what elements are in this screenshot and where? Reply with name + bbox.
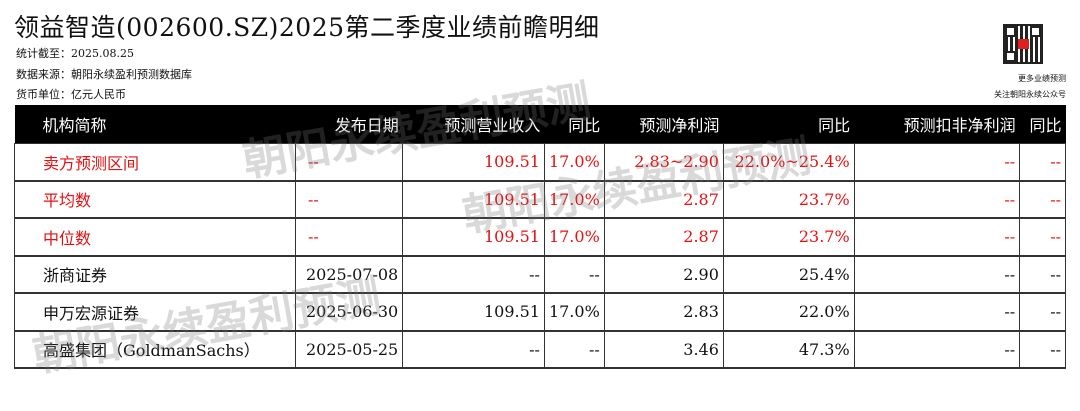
table-cell: 17.0%: [543, 180, 605, 219]
table-cell: --: [1019, 330, 1066, 369]
qr-caption-2: 关注朝阳永续公众号: [994, 90, 1066, 99]
table-cell: 2.90: [603, 255, 724, 294]
table-cell: 2025-07-08: [294, 255, 404, 294]
col-revenue-yoy: 同比: [544, 105, 605, 143]
table-cell: 高盛集团（GoldmanSachs）: [14, 330, 296, 369]
table-cell: --: [294, 142, 404, 182]
table-cell: 卖方预测区间: [14, 142, 296, 182]
table-cell: 25.4%: [722, 255, 855, 294]
table-cell: 17.0%: [543, 292, 605, 332]
table-cell: 109.51: [402, 292, 545, 332]
stat-date: 统计截至：2025.08.25: [16, 47, 134, 60]
table-cell: 平均数: [14, 180, 296, 219]
table-cell: --: [1019, 217, 1066, 257]
table-cell: --: [853, 142, 1021, 182]
table-cell: --: [1019, 255, 1066, 294]
table-cell: 2.83: [603, 292, 724, 332]
table-cell: 109.51: [402, 142, 545, 182]
table-cell: 23.7%: [722, 180, 855, 219]
table-cell: 22.0%: [722, 292, 855, 332]
table-cell: 17.0%: [543, 142, 605, 182]
table-cell: 2.87: [603, 180, 724, 219]
table-cell: 23.7%: [722, 217, 855, 257]
table-cell: 浙商证券: [14, 255, 296, 294]
table-cell: --: [402, 330, 545, 369]
col-date: 发布日期: [295, 105, 403, 143]
col-revenue: 预测营业收入: [402, 105, 545, 143]
table-cell: --: [853, 255, 1021, 294]
table-cell: --: [402, 255, 545, 294]
table-cell: --: [853, 180, 1021, 219]
table-cell: --: [294, 180, 404, 219]
table-cell: --: [853, 217, 1021, 257]
col-institution: 机构简称: [14, 105, 296, 143]
col-adj-yoy: 同比: [1019, 105, 1066, 143]
table-cell: --: [294, 217, 404, 257]
table-cell: --: [543, 255, 605, 294]
table-cell: 109.51: [402, 180, 545, 219]
table-header: 机构简称 发布日期 预测营业收入 同比 预测净利润 同比 预测扣非净利润 同比: [14, 105, 1066, 143]
table-row: 平均数 -- 109.51 17.0% 2.87 23.7% -- --: [14, 180, 1066, 219]
table-cell: --: [1019, 292, 1066, 332]
qr-code-icon: [1003, 24, 1043, 64]
data-source: 数据来源：朝阳永续盈利预测数据库: [16, 68, 192, 81]
table-cell: 2025-05-25: [294, 330, 404, 369]
col-adj-net-profit: 预测扣非净利润: [854, 105, 1020, 143]
table-cell: 47.3%: [722, 330, 855, 369]
table-cell: --: [543, 330, 605, 369]
table-cell: --: [853, 330, 1021, 369]
forecast-table: 机构简称 发布日期 预测营业收入 同比 预测净利润 同比 预测扣非净利润 同比 …: [14, 105, 1066, 369]
table-cell: 2.87: [603, 217, 724, 257]
table-row: 申万宏源证券 2025-06-30 109.51 17.0% 2.83 22.0% -- --: [14, 292, 1066, 332]
table-cell: 2025-06-30: [294, 292, 404, 332]
table-cell: 3.46: [603, 330, 724, 369]
table-cell: 2.83~2.90: [603, 142, 724, 182]
table-row: 卖方预测区间 -- 109.51 17.0% 2.83~2.90 22.0%~25.4% -…: [14, 142, 1066, 182]
table-cell: 17.0%: [543, 217, 605, 257]
table-cell: 22.0%~25.4%: [722, 142, 855, 182]
table-row: 浙商证券 2025-07-08 -- -- 2.90 25.4% -- --: [14, 255, 1066, 294]
page-title: 领益智造(002600.SZ)2025第二季度业绩前瞻明细: [14, 13, 600, 42]
table-cell: 中位数: [14, 217, 296, 257]
table-cell: 109.51: [402, 217, 545, 257]
table-cell: --: [1019, 142, 1066, 182]
qr-caption-1: 更多业绩预测: [1018, 74, 1066, 83]
table-cell: 申万宏源证券: [14, 292, 296, 332]
table-row: 中位数 -- 109.51 17.0% 2.87 23.7% -- --: [14, 217, 1066, 257]
col-net-profit-yoy: 同比: [723, 105, 855, 143]
currency-unit: 货币单位：亿元人民币: [16, 88, 126, 101]
col-net-profit: 预测净利润: [604, 105, 724, 143]
table-row: 高盛集团（GoldmanSachs） 2025-05-25 -- -- 3.46 47.3…: [14, 330, 1066, 369]
table-cell: --: [853, 292, 1021, 332]
table-cell: --: [1019, 180, 1066, 219]
